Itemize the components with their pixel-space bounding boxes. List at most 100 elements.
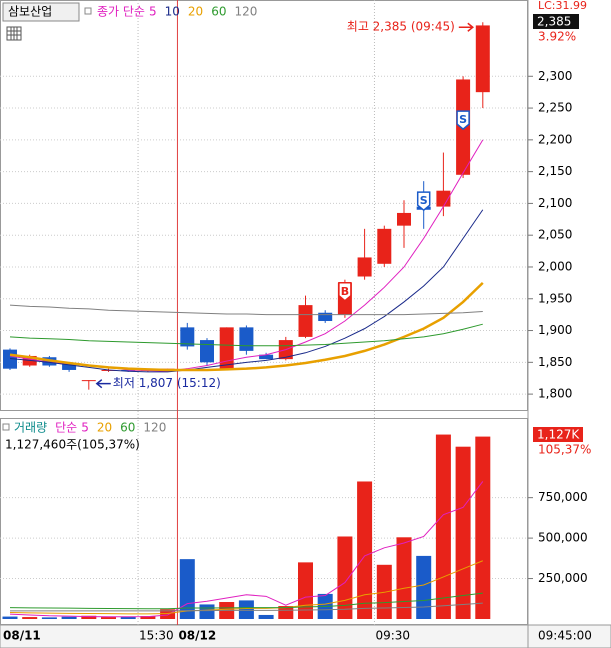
volume-ma-line bbox=[9, 560, 483, 615]
candle-body bbox=[397, 212, 411, 226]
legend-entry: 5 bbox=[81, 421, 89, 435]
y-tick-label: 750,000 bbox=[538, 490, 588, 504]
volume-bar bbox=[416, 555, 432, 619]
candle-body bbox=[180, 327, 195, 347]
volume-bar bbox=[396, 537, 412, 619]
y-tick-label: 1,850 bbox=[538, 355, 572, 369]
candle-body bbox=[219, 327, 234, 369]
volume-bar bbox=[199, 604, 215, 619]
volume-bar bbox=[101, 617, 116, 619]
legend-entry: 20 bbox=[97, 421, 112, 435]
low-arrow bbox=[95, 379, 111, 389]
x-tick-label: 09:30 bbox=[375, 629, 410, 643]
high-annotation: 최고 2,385 (09:45) bbox=[347, 20, 455, 34]
price-ma-line bbox=[9, 281, 484, 372]
volume-last-change: 105,37% bbox=[538, 443, 591, 457]
legend-entry: 120 bbox=[234, 5, 257, 19]
signal-marker bbox=[456, 110, 470, 131]
legend-entry: 60 bbox=[120, 421, 135, 435]
candle-body bbox=[298, 305, 313, 337]
legend-prefix: 단순 bbox=[55, 421, 77, 435]
signal-label: B bbox=[341, 285, 349, 298]
candle-body bbox=[200, 340, 214, 363]
volume-summary: 1,127,460주(105,37%) bbox=[5, 438, 140, 452]
candle-body bbox=[239, 327, 254, 351]
volume-last-label: 1,127K bbox=[537, 428, 580, 442]
candle-body bbox=[357, 257, 372, 277]
y-tick-label: 500,000 bbox=[538, 531, 588, 545]
volume-ma-line bbox=[9, 592, 483, 610]
candle-body bbox=[318, 312, 333, 322]
volume-ma-line bbox=[10, 602, 483, 612]
legend-box bbox=[2, 423, 10, 431]
legend-entry: 60 bbox=[211, 5, 226, 19]
volume-bar bbox=[455, 446, 471, 619]
chart-title: 삼보산업 bbox=[8, 5, 52, 19]
x-axis-strip bbox=[0, 624, 611, 648]
price-ma-line bbox=[9, 304, 483, 316]
last-change-label: 3.92% bbox=[538, 30, 576, 44]
candle-body bbox=[259, 354, 274, 360]
lc-label: LC:31.99 bbox=[538, 0, 587, 12]
calendar-icon-grid bbox=[7, 27, 21, 40]
volume-bar bbox=[61, 616, 77, 619]
last-price-badge bbox=[533, 14, 579, 29]
candle-body bbox=[62, 363, 77, 370]
legend-entry: 5 bbox=[149, 5, 157, 19]
volume-bar bbox=[2, 616, 18, 619]
volume-bar bbox=[120, 616, 136, 619]
candle-body bbox=[81, 380, 96, 382]
x-tick-label: 15:30 bbox=[139, 629, 174, 643]
legend-entry: 20 bbox=[188, 5, 203, 19]
y-tick-label: 2,100 bbox=[538, 196, 572, 210]
x-tick-label: 08/11 bbox=[3, 629, 41, 643]
y-tick-label: 2,250 bbox=[538, 101, 572, 115]
y-tick-label: 1,950 bbox=[538, 291, 572, 305]
labels: 삼보산업 1,800 1,850 1,900 1,950 2,000 2,050 2,100… bbox=[2, 0, 592, 643]
high-arrow bbox=[458, 22, 475, 32]
legend-box bbox=[84, 7, 92, 15]
y-tick-label: 250,000 bbox=[538, 571, 588, 585]
y-tick-label: 2,300 bbox=[538, 69, 572, 83]
signal-label: S bbox=[459, 113, 467, 126]
low-annotation: 최저 1,807 (15:12) bbox=[113, 376, 221, 390]
volume-ma-line bbox=[9, 481, 484, 618]
price-ma-line bbox=[9, 209, 484, 373]
y-tick-label: 2,200 bbox=[538, 132, 572, 146]
volume-bar bbox=[337, 536, 353, 619]
candle-body bbox=[436, 190, 451, 207]
volume-bar bbox=[41, 617, 57, 619]
y-tick-label: 2,000 bbox=[538, 259, 572, 273]
y-tick-label: 1,900 bbox=[538, 323, 572, 337]
volume-bar bbox=[160, 609, 176, 619]
marks bbox=[2, 14, 583, 619]
title-box bbox=[2, 2, 80, 22]
volume-bar bbox=[22, 617, 38, 619]
price-ma-line bbox=[9, 323, 483, 347]
y-tick-label: 1,800 bbox=[538, 387, 572, 401]
volume-bar bbox=[81, 615, 97, 619]
legend-entry: 10 bbox=[165, 5, 180, 19]
volume-bar bbox=[435, 434, 451, 619]
last-price-label: 2,385 bbox=[537, 15, 571, 29]
y-tick-label: 2,050 bbox=[538, 228, 572, 242]
signal-marker bbox=[338, 282, 352, 302]
volume-bar bbox=[475, 436, 491, 619]
cursor-time: 09:45:00 bbox=[538, 629, 592, 643]
candle-body bbox=[377, 228, 392, 264]
signal-label: S bbox=[420, 194, 428, 207]
volume-bar bbox=[238, 600, 254, 619]
volume-bar bbox=[258, 614, 274, 619]
candle-body bbox=[475, 25, 490, 93]
legend-prefix: 종가 단순 bbox=[97, 5, 145, 19]
y-tick-label: 2,150 bbox=[538, 164, 572, 178]
volume-bar bbox=[278, 606, 294, 619]
legend-entry: 120 bbox=[143, 421, 166, 435]
volume-badge bbox=[533, 427, 583, 442]
x-tick-label: 08/12 bbox=[178, 629, 216, 643]
legend-label: 거래량 bbox=[14, 421, 47, 435]
volume-bar bbox=[179, 559, 195, 619]
signal-marker bbox=[416, 191, 431, 212]
